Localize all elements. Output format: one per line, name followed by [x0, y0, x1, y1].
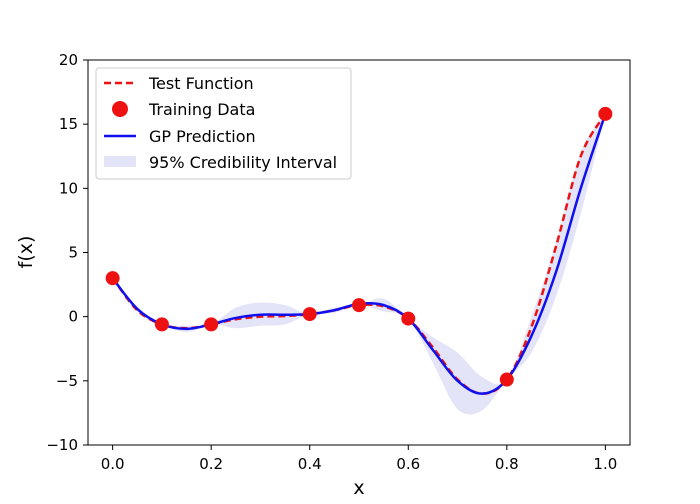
legend-credibility-interval-label: 95% Credibility Interval — [149, 153, 337, 172]
marker-layer — [105, 106, 613, 387]
training-data-point — [499, 372, 514, 387]
y-tick-label: −10 — [46, 436, 78, 454]
y-tick-label: −5 — [56, 372, 78, 390]
y-tick-label: 5 — [68, 244, 78, 262]
legend: Test Function Training Data GP Predictio… — [95, 67, 352, 180]
y-axis-ticks: −10 −5 0 5 10 15 20 — [46, 51, 88, 454]
x-tick-label: 0.6 — [396, 455, 420, 473]
training-data-point — [598, 106, 613, 121]
legend-frame — [95, 67, 352, 180]
training-data-point — [105, 271, 120, 286]
x-axis-label: x — [353, 477, 364, 499]
x-tick-label: 0.4 — [298, 455, 322, 473]
y-tick-label: 10 — [59, 179, 78, 197]
x-tick-label: 0.0 — [101, 455, 125, 473]
training-data-point — [401, 311, 416, 326]
x-tick-label: 0.2 — [199, 455, 223, 473]
x-axis-ticks: 0.0 0.2 0.4 0.6 0.8 1.0 — [101, 445, 617, 473]
training-data-point — [204, 317, 219, 332]
y-axis-label: f(x) — [15, 236, 37, 269]
y-tick-label: 20 — [59, 51, 78, 69]
training-data-point — [302, 307, 317, 322]
y-tick-label: 15 — [59, 115, 78, 133]
x-tick-label: 1.0 — [593, 455, 617, 473]
training-data-point — [154, 317, 169, 332]
training-data-point — [352, 298, 366, 313]
legend-training-data-label: Training Data — [148, 100, 255, 119]
legend-training-data-marker — [112, 101, 128, 117]
legend-gp-prediction-label: GP Prediction — [149, 127, 256, 146]
y-tick-label: 0 — [68, 308, 78, 326]
legend-credibility-interval-swatch — [104, 156, 136, 167]
legend-test-function-label: Test Function — [148, 74, 254, 93]
x-tick-label: 0.8 — [495, 455, 519, 473]
